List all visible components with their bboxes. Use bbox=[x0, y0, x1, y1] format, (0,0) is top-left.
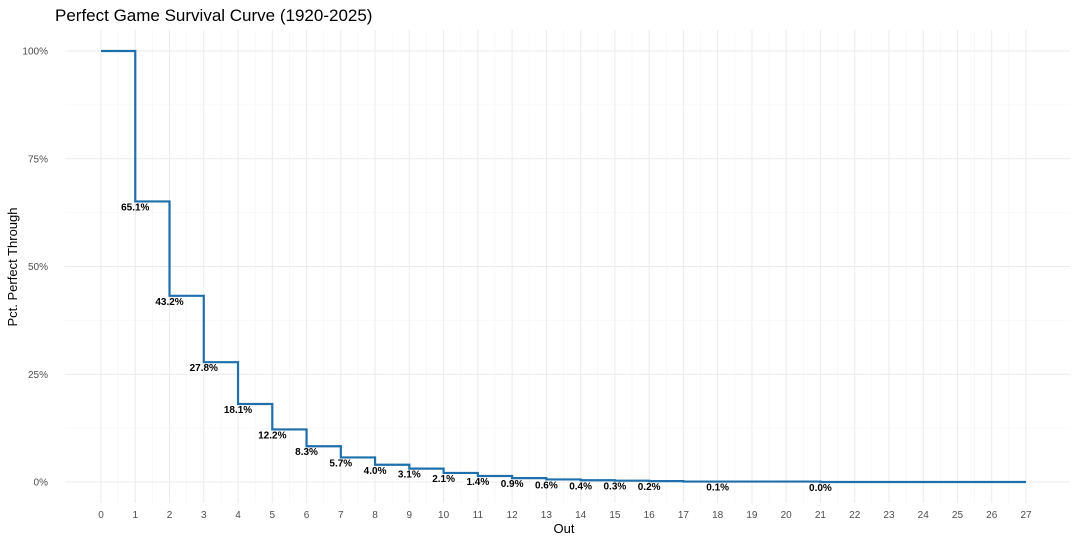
x-tick-label: 8 bbox=[372, 510, 378, 521]
x-tick-label: 23 bbox=[883, 510, 895, 521]
data-label: 65.1% bbox=[121, 202, 149, 213]
chart-title: Perfect Game Survival Curve (1920-2025) bbox=[55, 6, 372, 25]
data-label: 0.2% bbox=[638, 482, 661, 493]
x-tick-label: 1 bbox=[132, 510, 138, 521]
x-tick-label: 19 bbox=[746, 510, 758, 521]
x-tick-label: 12 bbox=[507, 510, 519, 521]
x-tick-label: 14 bbox=[575, 510, 587, 521]
data-label: 0.3% bbox=[603, 482, 626, 493]
data-label: 8.3% bbox=[295, 447, 318, 458]
data-label: 18.1% bbox=[224, 405, 252, 416]
x-tick-label: 25 bbox=[952, 510, 964, 521]
data-label: 0.1% bbox=[706, 483, 729, 494]
data-label: 4.0% bbox=[364, 466, 387, 477]
data-label: 5.7% bbox=[329, 458, 352, 469]
x-tick-label: 13 bbox=[541, 510, 553, 521]
data-label: 0.6% bbox=[535, 480, 558, 491]
x-tick-label: 5 bbox=[270, 510, 276, 521]
data-label: 0.9% bbox=[501, 479, 524, 490]
x-tick-label: 11 bbox=[473, 510, 484, 521]
x-axis-ticks: 0 1 2 3 4 5 6 7 8 9 10 11 12 13 14 15 16 17 18 19 20 21 22 23 24… bbox=[98, 510, 1032, 521]
grid-lines bbox=[65, 30, 1070, 503]
x-tick-label: 0 bbox=[98, 510, 104, 521]
x-tick-label: 2 bbox=[167, 510, 173, 521]
x-tick-label: 17 bbox=[678, 510, 690, 521]
x-tick-label: 21 bbox=[815, 510, 827, 521]
data-label: 3.1% bbox=[398, 470, 421, 481]
data-label: 27.8% bbox=[190, 363, 218, 374]
y-tick-label: 0% bbox=[34, 478, 49, 489]
data-label: 1.4% bbox=[466, 477, 489, 488]
x-tick-label: 26 bbox=[986, 510, 998, 521]
x-tick-label: 4 bbox=[235, 510, 241, 521]
y-axis-title: Pct. Perfect Through bbox=[5, 208, 20, 327]
x-axis-title: Out bbox=[554, 521, 575, 536]
x-tick-label: 6 bbox=[304, 510, 310, 521]
x-tick-label: 3 bbox=[201, 510, 207, 521]
y-tick-label: 25% bbox=[28, 370, 48, 381]
data-label: 43.2% bbox=[155, 297, 183, 308]
y-tick-label: 50% bbox=[28, 262, 48, 273]
y-tick-label: 75% bbox=[28, 154, 48, 165]
x-tick-label: 10 bbox=[438, 510, 450, 521]
data-label: 12.2% bbox=[258, 430, 286, 441]
x-tick-label: 24 bbox=[918, 510, 930, 521]
x-tick-label: 22 bbox=[849, 510, 861, 521]
y-tick-label: 100% bbox=[22, 47, 48, 58]
x-tick-label: 20 bbox=[781, 510, 793, 521]
data-labels: 65.1% 43.2% 27.8% 18.1% 12.2% 8.3% 5.7% 4.0% 3.1… bbox=[121, 202, 832, 494]
x-tick-label: 18 bbox=[712, 510, 724, 521]
data-label: 0.0% bbox=[809, 483, 832, 494]
data-label: 0.4% bbox=[569, 481, 592, 492]
data-label: 2.1% bbox=[432, 474, 455, 485]
y-axis-ticks: 0% 25% 50% 75% 100% bbox=[22, 47, 48, 489]
x-tick-label: 15 bbox=[609, 510, 621, 521]
x-tick-label: 16 bbox=[644, 510, 656, 521]
x-tick-label: 9 bbox=[407, 510, 413, 521]
x-tick-label: 27 bbox=[1020, 510, 1032, 521]
survival-step-line bbox=[101, 49, 1026, 484]
x-tick-label: 7 bbox=[338, 510, 344, 521]
